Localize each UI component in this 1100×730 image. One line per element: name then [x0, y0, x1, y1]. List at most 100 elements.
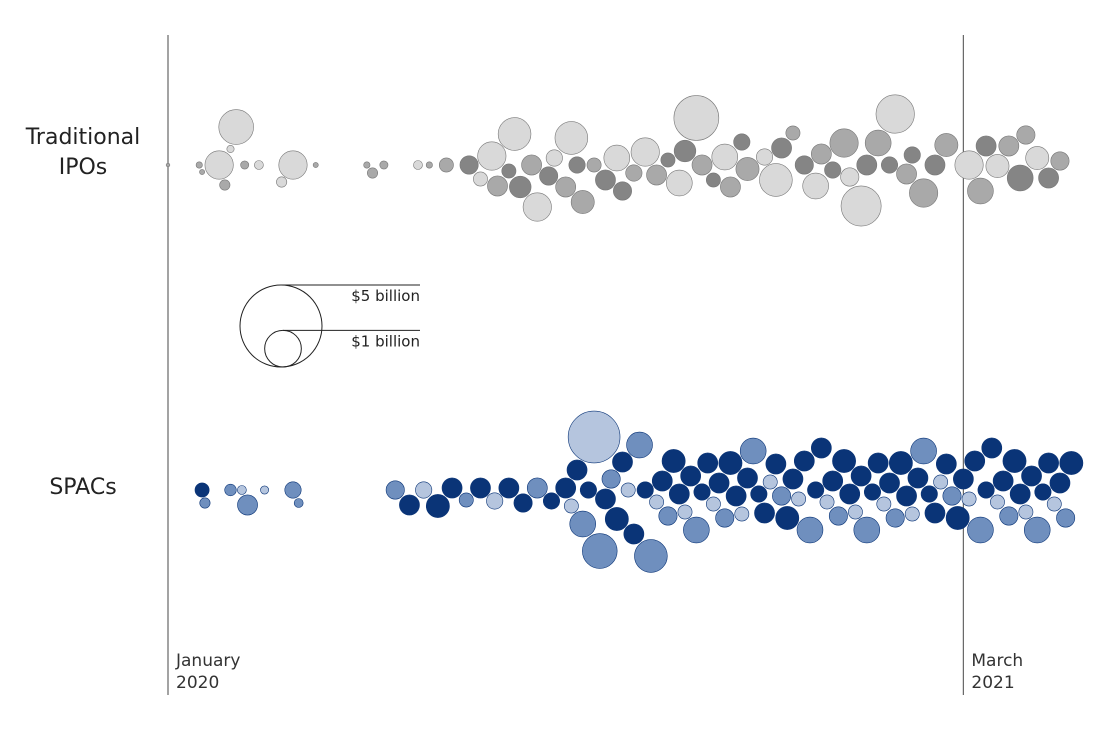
bubble	[680, 465, 702, 487]
bubble	[840, 185, 882, 227]
bubble	[497, 117, 532, 151]
bubble	[673, 95, 720, 141]
bubble	[284, 481, 302, 499]
bubble	[910, 437, 937, 465]
bubble	[896, 163, 917, 185]
bubble	[477, 141, 507, 171]
bubble	[718, 451, 743, 475]
bubble	[1021, 465, 1042, 487]
bubble	[998, 135, 1020, 157]
bubble	[888, 451, 913, 475]
bubble	[237, 485, 247, 495]
bubble	[498, 477, 520, 499]
bubble	[612, 451, 633, 473]
bubble	[195, 161, 203, 169]
bubble	[199, 497, 211, 509]
bubble	[1050, 151, 1070, 171]
bubble	[459, 155, 479, 175]
bubble	[218, 109, 254, 145]
bubble	[953, 468, 974, 490]
bubble	[999, 506, 1019, 526]
bubble	[691, 154, 713, 176]
bubble	[1038, 452, 1059, 474]
bubble	[875, 94, 915, 134]
bubble	[967, 177, 994, 205]
bubble	[964, 450, 986, 472]
bubble	[413, 160, 423, 170]
bubble	[961, 491, 977, 507]
bubble	[521, 154, 542, 176]
bubble	[904, 506, 920, 522]
bubble	[840, 167, 860, 187]
bubble	[539, 166, 559, 186]
bubble	[909, 178, 939, 208]
bubble	[219, 179, 231, 191]
bubble	[811, 143, 832, 165]
x-tick-label: March 2021	[971, 651, 1024, 693]
size-legend-label: $1 billion	[351, 332, 420, 350]
bubble	[832, 449, 856, 473]
bubble	[661, 449, 686, 473]
bubble	[920, 485, 938, 503]
bubble	[1049, 472, 1071, 494]
bubble	[522, 192, 552, 222]
bubble	[737, 467, 758, 489]
bubble	[879, 472, 900, 494]
bubble	[666, 169, 693, 197]
bubble	[568, 156, 586, 174]
bubble	[853, 516, 881, 544]
bubble	[896, 485, 917, 507]
bubble	[1006, 164, 1034, 192]
bubble	[954, 150, 984, 180]
bubble	[942, 486, 962, 506]
bubble	[566, 459, 588, 481]
bubble	[651, 470, 673, 492]
bubble	[567, 410, 621, 464]
row-label: Traditional IPOs	[25, 125, 141, 180]
bubble	[204, 150, 234, 180]
bubble	[668, 483, 690, 505]
bubble	[630, 137, 660, 167]
bubble	[945, 506, 970, 530]
bubble	[683, 516, 710, 544]
bubble	[924, 154, 946, 176]
bubble	[839, 483, 861, 505]
bubble	[473, 171, 488, 187]
bubble	[240, 160, 250, 170]
bubble	[623, 523, 645, 545]
bubble	[545, 149, 563, 167]
bubble	[990, 494, 1005, 510]
bubble	[850, 465, 872, 487]
bubble	[1059, 451, 1084, 475]
bubble	[697, 452, 719, 474]
bubble	[785, 125, 801, 141]
bubble	[563, 498, 579, 514]
bubble	[646, 164, 667, 186]
bubble	[626, 431, 653, 459]
bubble	[367, 167, 379, 179]
bubble	[415, 481, 433, 499]
bubble	[438, 157, 454, 173]
bubble	[794, 155, 814, 175]
bubble	[226, 145, 235, 153]
bubble	[708, 472, 730, 494]
bubble	[601, 469, 621, 489]
bubble	[856, 154, 878, 176]
bubble	[595, 488, 616, 510]
bubble	[570, 190, 595, 214]
bubble	[199, 169, 205, 175]
bubble	[673, 139, 697, 163]
bubble	[513, 493, 533, 513]
bubble	[425, 161, 433, 169]
bubble	[613, 181, 632, 201]
size-legend-circle	[239, 284, 323, 368]
row-label: SPACs	[49, 475, 117, 500]
bubble	[487, 175, 508, 197]
bubble	[1038, 167, 1059, 189]
bubble	[705, 172, 721, 188]
bubble	[739, 437, 767, 465]
bubble	[765, 453, 787, 475]
bubble	[762, 474, 778, 490]
bubble	[526, 477, 548, 499]
